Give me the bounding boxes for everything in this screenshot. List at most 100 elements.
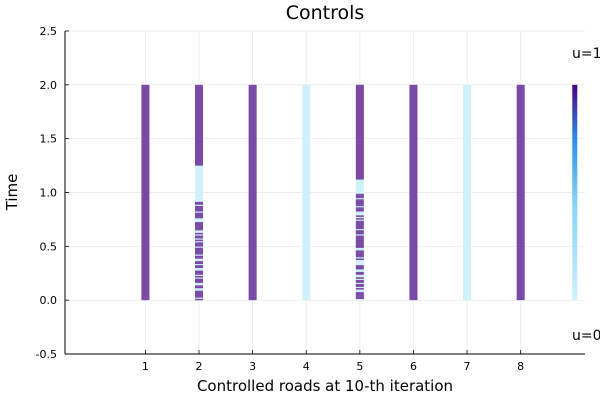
road-bar-2-stripe: [195, 285, 204, 287]
road-bar-2-stripe: [195, 216, 204, 219]
road-bar-2-stripe: [195, 286, 204, 289]
x-tick-label: 8: [517, 360, 524, 373]
x-axis-label: Controlled roads at 10-th iteration: [197, 377, 453, 395]
road-bar-5-stripe: [355, 199, 364, 201]
road-bar-5-stripe: [355, 215, 364, 217]
road-bars: [141, 84, 525, 301]
road-bar-2-stripe: [195, 205, 204, 208]
road-bar-2-stripe: [195, 236, 204, 239]
road-bar-5-stripe: [355, 250, 364, 252]
road-bar-2-stripe: [195, 203, 204, 205]
road-bar-2-stripe: [195, 228, 204, 231]
road-bar-2-stripe: [195, 212, 204, 215]
road-bar-2-stripe: [195, 250, 204, 252]
road-bar-2-stripe: [195, 201, 204, 204]
road-bar-5-stripe: [355, 195, 364, 197]
x-ticks: 1 2 3 4 5 6 7 8: [142, 350, 524, 373]
road-bar-5-stripe: [355, 203, 364, 205]
road-bar-5-stripe: [355, 238, 364, 240]
road-bar-2-stripe: [195, 214, 204, 216]
road-bar-2-stripe: [195, 275, 204, 278]
road-bar-5-stripe: [355, 193, 364, 196]
road-bar-5-stripe: [355, 201, 364, 204]
road-bar-2-stripe: [195, 243, 204, 246]
road-bar-5-stripe: [355, 293, 364, 295]
road-bar-2-stripe: [195, 224, 204, 227]
road-bar-2-stripe: [195, 215, 204, 217]
y-tick-label: 0.0: [40, 294, 58, 307]
y-tick-label: 1.0: [40, 187, 58, 200]
road-bar-5-stripe: [355, 292, 364, 294]
road-bar-2-stripe: [195, 207, 204, 209]
y-ticks: -0.5 0.0 0.5 1.0 1.5 2.0 2.5: [36, 25, 69, 361]
road-bar-2-stripe: [195, 293, 204, 295]
colorbar-bottom-label: u=0: [572, 328, 600, 344]
road-bar-2-stripe: [195, 270, 204, 273]
road-bar-5-stripe: [355, 235, 364, 238]
road-bar-5-stripe: [355, 296, 364, 298]
road-bar-2-stripe: [195, 232, 204, 235]
road-bar-2-stripe: [195, 244, 204, 247]
road-bar-5-stripe: [355, 288, 364, 290]
road-bar-2-stripe: [195, 242, 204, 244]
road-bar-2-high-segment: [195, 84, 204, 166]
road-bar-5-stripe: [355, 242, 364, 244]
road-bar-5-stripe: [355, 223, 364, 225]
road-bar-5-stripe: [355, 232, 364, 235]
road-bar-5-stripe: [355, 220, 364, 223]
road-bar-2-stripe: [195, 281, 204, 283]
y-axis-label: Time: [3, 174, 21, 212]
road-bar-5-stripe: [355, 279, 364, 282]
road-bar-2-stripe: [195, 292, 204, 294]
road-bar-2-stripe: [195, 296, 204, 298]
road-bar-5-stripe: [355, 285, 364, 287]
road-bar-2-stripe: [195, 251, 204, 254]
colorbar-gradient: [572, 84, 578, 301]
road-bar-5-stripe: [355, 281, 364, 283]
road-bar-5-stripe: [355, 218, 364, 220]
road-bar-5-stripe: [355, 271, 364, 274]
road-bar-5-stripe: [355, 208, 364, 211]
y-tick-label: 2.5: [40, 25, 58, 38]
colorbar: [572, 84, 578, 301]
road-bar-2-stripe: [195, 253, 204, 255]
road-bar-5-stripe: [355, 226, 364, 228]
road-bar-5-stripe: [355, 266, 364, 269]
road-bar-2-stripe: [195, 298, 204, 301]
colorbar-top-label: u=1: [572, 46, 600, 62]
road-bar-6: [409, 84, 418, 301]
road-bar-4: [302, 84, 311, 301]
road-bar-2-stripe: [195, 208, 204, 211]
road-bar-2-stripe: [195, 278, 204, 281]
road-bar-5-stripe: [355, 267, 364, 270]
road-bar-5-stripe: [355, 224, 364, 227]
road-bar-2-stripe: [195, 273, 204, 275]
road-bar-5-stripe: [355, 222, 364, 224]
road-bar-5-stripe: [355, 231, 364, 234]
road-bar-5-stripe: [355, 253, 364, 255]
road-bar-5-stripe: [355, 251, 364, 254]
road-bar-2-stripe: [195, 262, 204, 265]
road-bar-5-stripe: [355, 196, 364, 199]
road-bar-2-stripe: [195, 247, 204, 250]
road-bar-2-stripe: [195, 279, 204, 282]
road-bar-5: [355, 84, 364, 301]
road-bar-2-stripe: [195, 235, 204, 238]
road-bar-5-stripe: [355, 239, 364, 242]
road-bar-5-stripe: [355, 227, 364, 230]
road-bar-5-stripe: [355, 265, 364, 267]
x-tick-label: 4: [303, 360, 310, 373]
road-bar-2-stripe: [195, 239, 204, 242]
road-bar-5-stripe: [355, 277, 364, 279]
road-bar-7: [463, 84, 472, 301]
road-bar-5-high-segment: [355, 84, 364, 180]
road-bar-2-stripe: [195, 294, 204, 297]
road-bar-2-stripe: [195, 257, 204, 259]
road-bar-2-stripe: [195, 223, 204, 225]
x-tick-label: 3: [249, 360, 256, 373]
road-bar-8: [516, 84, 525, 301]
road-bar-5-stripe: [355, 254, 364, 256]
road-bar-3: [248, 84, 257, 301]
road-bar-2-stripe: [195, 265, 204, 267]
